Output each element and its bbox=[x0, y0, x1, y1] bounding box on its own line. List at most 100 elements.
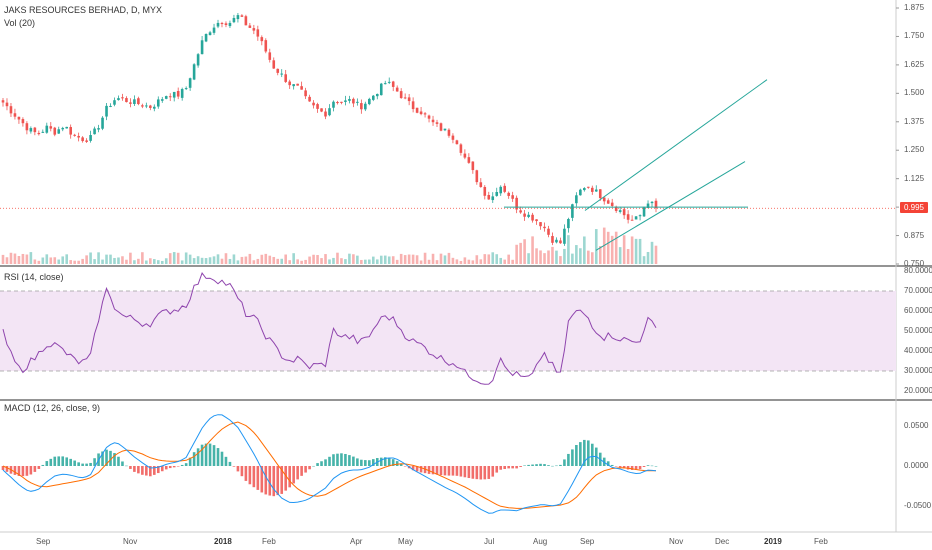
macd-histogram-bar bbox=[654, 466, 658, 467]
macd-histogram-bar bbox=[280, 466, 284, 494]
volume-bar bbox=[543, 253, 546, 264]
volume-bar bbox=[272, 256, 276, 264]
macd-histogram-bar bbox=[300, 466, 303, 476]
macd-histogram-bar bbox=[503, 466, 506, 470]
rsi-line bbox=[2, 272, 657, 385]
macd-histogram-bar bbox=[216, 448, 220, 466]
candle-body bbox=[383, 83, 387, 85]
volume-bar bbox=[463, 257, 467, 264]
last-price-badge: 0.995 bbox=[900, 202, 928, 213]
volume-bar bbox=[256, 258, 260, 264]
macd-histogram-bar bbox=[459, 466, 463, 477]
candle-body bbox=[519, 210, 522, 213]
candle-body bbox=[642, 207, 646, 217]
candle-body bbox=[204, 33, 208, 42]
candle-body bbox=[133, 99, 136, 104]
macd-histogram-bar bbox=[475, 466, 479, 480]
volume-bar bbox=[292, 253, 295, 264]
volume-bar bbox=[654, 245, 658, 264]
macd-histogram-bar bbox=[204, 443, 208, 466]
volume-bar bbox=[364, 259, 367, 264]
volume-bar bbox=[451, 257, 455, 264]
candle-body bbox=[650, 201, 654, 204]
candle-body bbox=[324, 111, 327, 117]
macd-histogram-bar bbox=[610, 464, 614, 466]
macd-histogram-bar bbox=[65, 457, 69, 466]
volume-bar bbox=[164, 258, 168, 264]
candle-body bbox=[543, 226, 546, 229]
macd-histogram-bar bbox=[356, 458, 359, 466]
volume-bar bbox=[240, 256, 244, 264]
candle-body bbox=[240, 15, 244, 17]
candle-body bbox=[507, 192, 510, 196]
volume-bar bbox=[622, 235, 626, 264]
candle-body bbox=[61, 127, 65, 130]
macd-histogram-bar bbox=[324, 459, 327, 466]
macd-histogram-bar bbox=[220, 451, 224, 466]
macd-histogram-bar bbox=[224, 456, 228, 466]
volume-bar bbox=[431, 253, 435, 264]
candle-body bbox=[260, 37, 264, 42]
volume-bar bbox=[587, 250, 590, 264]
candle-body bbox=[81, 137, 84, 142]
macd-histogram-bar bbox=[511, 466, 514, 469]
volume-bar bbox=[149, 258, 152, 264]
macd-histogram-bar bbox=[13, 466, 17, 475]
candle-body bbox=[403, 97, 407, 99]
candle-body bbox=[531, 214, 534, 221]
macd-histogram-bar bbox=[618, 466, 622, 468]
volume-bar bbox=[284, 254, 288, 264]
volume-bar bbox=[523, 239, 526, 264]
macd-histogram-bar bbox=[491, 466, 495, 477]
macd-histogram-bar bbox=[368, 460, 371, 466]
volume-bar bbox=[248, 253, 252, 264]
macd-histogram-bar bbox=[61, 456, 65, 466]
volume-bar bbox=[387, 256, 391, 264]
candle-body bbox=[300, 86, 303, 90]
volume-bar bbox=[212, 256, 216, 264]
volume-bar bbox=[559, 256, 562, 264]
macd-histogram-bar bbox=[272, 466, 276, 497]
macd-histogram-bar bbox=[312, 465, 315, 467]
macd-histogram-bar bbox=[208, 443, 212, 466]
volume-bar bbox=[352, 254, 355, 264]
volume-bar bbox=[575, 245, 578, 264]
candle-body bbox=[248, 25, 252, 28]
macd-histogram-bar bbox=[371, 459, 375, 466]
macd-histogram-bar bbox=[244, 466, 248, 481]
candle-body bbox=[164, 96, 168, 99]
macd-histogram-bar bbox=[622, 466, 626, 469]
rsi-label: RSI (14, close) bbox=[4, 272, 64, 282]
candle-body bbox=[296, 83, 299, 86]
candle-body bbox=[523, 213, 526, 217]
candle-body bbox=[69, 127, 72, 135]
volume-bar bbox=[459, 260, 463, 264]
macd-histogram-bar bbox=[467, 466, 471, 479]
candle-body bbox=[575, 195, 578, 204]
volume-label: Vol (20) bbox=[4, 18, 36, 28]
candle-body bbox=[479, 182, 483, 188]
volume-bar bbox=[320, 258, 323, 264]
macd-histogram-bar bbox=[630, 466, 634, 470]
candle-body bbox=[292, 84, 295, 87]
time-tick-label: Dec bbox=[715, 537, 730, 546]
macd-histogram-bar bbox=[264, 466, 268, 495]
volume-bar bbox=[447, 252, 451, 264]
candle-body bbox=[563, 228, 566, 244]
candle-body bbox=[188, 78, 192, 88]
volume-bar bbox=[29, 252, 33, 264]
volume-bar bbox=[125, 259, 128, 264]
candle-body bbox=[590, 187, 594, 192]
candle-body bbox=[65, 126, 69, 129]
macd-histogram-bar bbox=[439, 466, 443, 476]
candle-body bbox=[105, 105, 108, 117]
candle-body bbox=[212, 27, 216, 33]
volume-bar bbox=[13, 253, 17, 264]
macd-histogram-bar bbox=[411, 466, 415, 471]
candle-body bbox=[646, 203, 650, 209]
volume-bar bbox=[204, 258, 208, 264]
macd-histogram-bar bbox=[515, 466, 518, 469]
candle-body bbox=[45, 125, 49, 133]
